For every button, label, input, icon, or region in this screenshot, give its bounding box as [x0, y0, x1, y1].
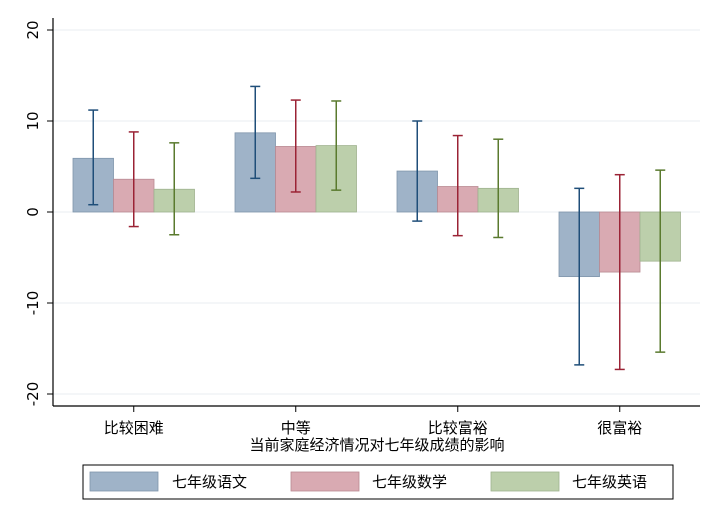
legend-box: [82, 464, 674, 500]
axes: 比较困难 中等 比较富裕 很富裕 -20 -10 0 10 20: [24, 18, 700, 437]
legend-label: 七年级英语: [572, 473, 647, 491]
y-tick-label: 20: [24, 20, 42, 39]
legend-swatch: [290, 471, 360, 492]
y-tick-label: 0: [24, 207, 42, 217]
category-label: 比较富裕: [428, 419, 488, 437]
legend-label: 七年级数学: [372, 473, 447, 491]
legend-swatch: [89, 471, 159, 492]
category-label: 中等: [281, 419, 311, 437]
legend-label: 七年级语文: [172, 473, 247, 491]
bars: [72, 132, 681, 278]
category-label: 比较困难: [104, 419, 164, 437]
error-bars: [88, 85, 666, 371]
y-tick-label: -10: [24, 291, 42, 316]
legend: 七年级语文 七年级数学 七年级英语: [82, 464, 674, 500]
x-axis-label: 当前家庭经济情况对七年级成绩的影响: [249, 436, 504, 454]
legend-swatch: [490, 471, 560, 492]
y-tick-label: 10: [24, 111, 42, 130]
y-tick-label: -20: [24, 382, 42, 407]
category-label: 很富裕: [597, 419, 642, 437]
